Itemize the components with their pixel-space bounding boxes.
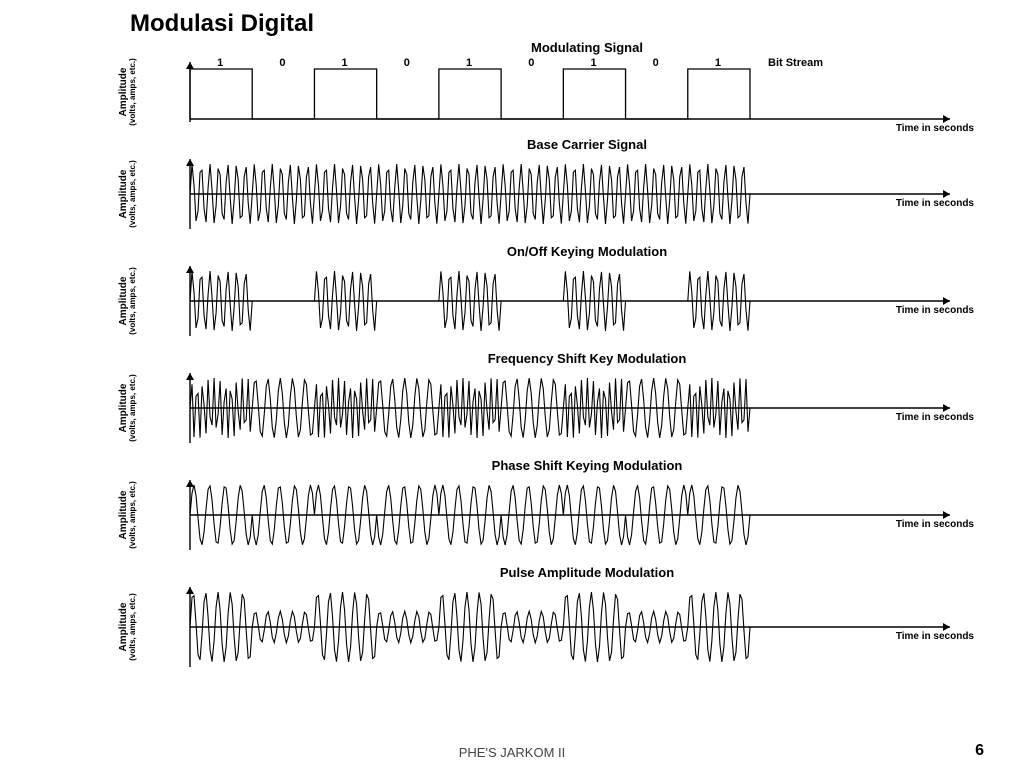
waveform-svg (150, 154, 970, 234)
panel-title: Frequency Shift Key Modulation (150, 351, 964, 366)
bit-label: 1 (715, 57, 721, 69)
x-axis-label: Time in seconds (896, 123, 974, 134)
panel-title: On/Off Keying Modulation (150, 244, 964, 259)
bit-label: 0 (279, 57, 285, 69)
x-axis-label: Time in seconds (896, 412, 974, 423)
panel-title: Pulse Amplitude Modulation (150, 565, 964, 580)
panels-container: Modulating Signal Amplitude (volts, amps… (150, 40, 964, 682)
x-axis-label: Time in seconds (896, 519, 974, 530)
panel-carrier: Base Carrier Signal Amplitude (volts, am… (150, 137, 964, 234)
x-axis-label: Time in seconds (896, 631, 974, 642)
bit-label: 1 (590, 57, 596, 69)
y-axis-label: Amplitude (volts, amps, etc.) (118, 267, 138, 335)
panel-pam: Pulse Amplitude Modulation Amplitude (vo… (150, 565, 964, 672)
y-axis-label: Amplitude (volts, amps, etc.) (118, 58, 138, 126)
x-axis-label: Time in seconds (896, 305, 974, 316)
panel-title: Modulating Signal (150, 40, 964, 55)
waveform-svg (150, 261, 970, 341)
waveform-svg (150, 475, 970, 555)
panel-fsk: Frequency Shift Key Modulation Amplitude… (150, 351, 964, 448)
bitstream-label: Bit Stream (768, 57, 823, 69)
bit-label: 0 (653, 57, 659, 69)
waveform-svg (150, 368, 970, 448)
page-title: Modulasi Digital (130, 10, 314, 38)
page-number: 6 (975, 742, 984, 760)
bit-label: 0 (404, 57, 410, 69)
x-axis-label: Time in seconds (896, 198, 974, 209)
panel-psk: Phase Shift Keying Modulation Amplitude … (150, 458, 964, 555)
y-axis-label: Amplitude (volts, amps, etc.) (118, 374, 138, 442)
y-axis-label: Amplitude (volts, amps, etc.) (118, 160, 138, 228)
bit-label: 1 (217, 57, 223, 69)
bit-label: 1 (342, 57, 348, 69)
bit-label: 1 (466, 57, 472, 69)
y-axis-label: Amplitude (volts, amps, etc.) (118, 593, 138, 661)
panel-title: Base Carrier Signal (150, 137, 964, 152)
panel-modulating: Modulating Signal Amplitude (volts, amps… (150, 40, 964, 127)
waveform-svg (150, 57, 970, 127)
y-axis-label: Amplitude (volts, amps, etc.) (118, 481, 138, 549)
panel-ook: On/Off Keying Modulation Amplitude (volt… (150, 244, 964, 341)
waveform-svg (150, 582, 970, 672)
panel-title: Phase Shift Keying Modulation (150, 458, 964, 473)
footer-text: PHE'S JARKOM II (0, 745, 1024, 760)
bit-label: 0 (528, 57, 534, 69)
